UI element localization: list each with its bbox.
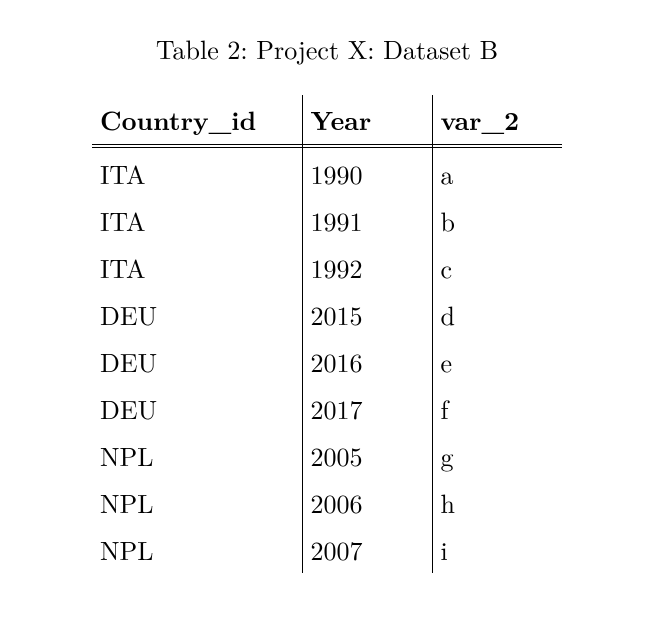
table-row: ITA 1992 c [92, 244, 562, 291]
cell-year: 2005 [302, 432, 432, 479]
cell-year: 2006 [302, 479, 432, 526]
header-country-id: Country_id [92, 95, 302, 145]
table-row: NPL 2005 g [92, 432, 562, 479]
cell-country-id: DEU [92, 338, 302, 385]
cell-var2: i [432, 526, 562, 573]
cell-country-id: NPL [92, 479, 302, 526]
cell-country-id: NPL [92, 432, 302, 479]
table-row: DEU 2017 f [92, 385, 562, 432]
cell-var2: g [432, 432, 562, 479]
table-row: ITA 1990 a [92, 145, 562, 198]
cell-var2: c [432, 244, 562, 291]
table-container: Country_id Year var_2 ITA 1990 a ITA 199… [50, 95, 604, 573]
cell-country-id: DEU [92, 385, 302, 432]
dataset-table: Country_id Year var_2 ITA 1990 a ITA 199… [92, 95, 562, 573]
cell-country-id: ITA [92, 145, 302, 198]
cell-var2: f [432, 385, 562, 432]
cell-var2: a [432, 145, 562, 198]
cell-year: 1990 [302, 145, 432, 198]
cell-var2: h [432, 479, 562, 526]
table-row: NPL 2006 h [92, 479, 562, 526]
cell-year: 2016 [302, 338, 432, 385]
cell-var2: b [432, 197, 562, 244]
header-var2: var_2 [432, 95, 562, 145]
cell-country-id: ITA [92, 244, 302, 291]
table-body: ITA 1990 a ITA 1991 b ITA 1992 c DEU 201… [92, 145, 562, 574]
cell-year: 2007 [302, 526, 432, 573]
table-row: DEU 2015 d [92, 291, 562, 338]
cell-country-id: DEU [92, 291, 302, 338]
header-year: Year [302, 95, 432, 145]
cell-country-id: NPL [92, 526, 302, 573]
table-row: DEU 2016 e [92, 338, 562, 385]
table-caption: Table 2: Project X: Dataset B [50, 30, 604, 67]
table-row: ITA 1991 b [92, 197, 562, 244]
cell-var2: e [432, 338, 562, 385]
table-header: Country_id Year var_2 [92, 95, 562, 145]
table-row: NPL 2007 i [92, 526, 562, 573]
cell-year: 1991 [302, 197, 432, 244]
cell-year: 2015 [302, 291, 432, 338]
cell-year: 2017 [302, 385, 432, 432]
cell-var2: d [432, 291, 562, 338]
header-row: Country_id Year var_2 [92, 95, 562, 145]
cell-year: 1992 [302, 244, 432, 291]
cell-country-id: ITA [92, 197, 302, 244]
